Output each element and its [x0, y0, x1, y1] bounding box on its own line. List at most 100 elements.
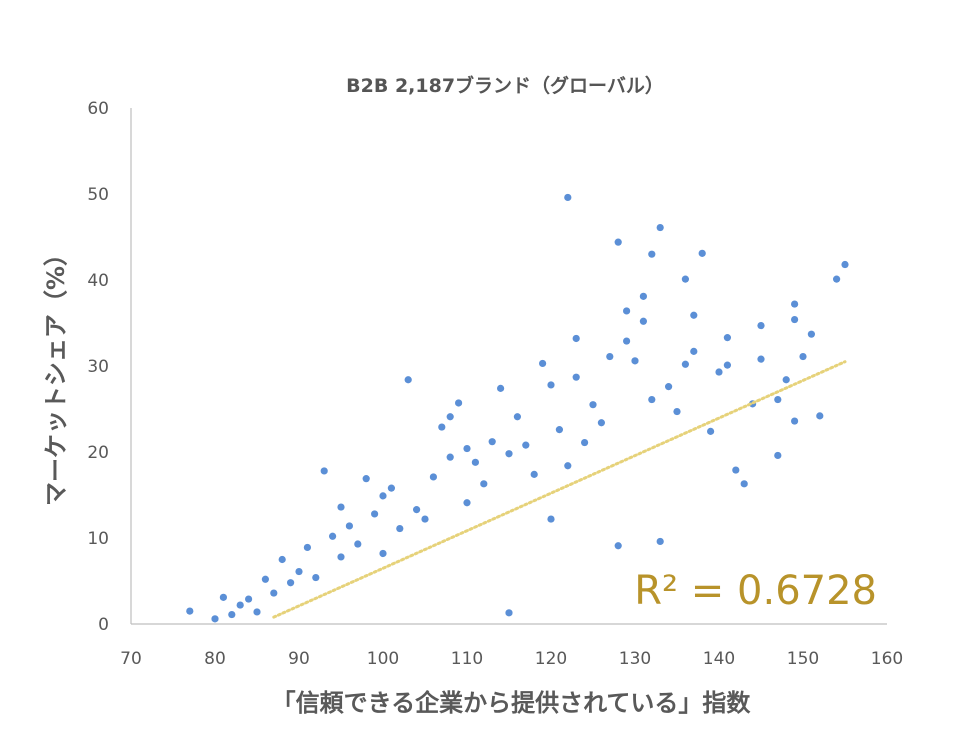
- data-point: [631, 357, 639, 365]
- data-point: [715, 368, 723, 376]
- data-point: [707, 427, 715, 435]
- data-point: [446, 453, 454, 461]
- data-point: [791, 417, 799, 425]
- data-point: [228, 610, 236, 619]
- data-point: [261, 575, 269, 583]
- data-point: [455, 399, 463, 407]
- data-point: [539, 359, 547, 368]
- data-point: [463, 499, 471, 507]
- data-point: [396, 524, 404, 533]
- data-point: [329, 532, 337, 540]
- x-tick-labels: 70 80 90 100 110 120 130 140 150 160: [120, 649, 903, 669]
- data-point: [723, 361, 732, 369]
- data-point: [463, 444, 471, 453]
- data-point: [320, 467, 328, 475]
- y-tick-label: 40: [87, 271, 109, 291]
- data-point: [404, 376, 412, 384]
- x-tick-label: 120: [535, 649, 567, 669]
- data-point: [757, 355, 765, 363]
- data-point: [219, 593, 227, 601]
- data-point: [681, 360, 690, 368]
- data-point: [471, 458, 479, 466]
- data-point: [421, 515, 429, 523]
- data-point: [623, 307, 631, 315]
- data-point: [337, 503, 345, 511]
- data-point: [698, 249, 706, 257]
- chart-title: B2B 2,187ブランド（グローバル）: [346, 74, 664, 97]
- data-point: [782, 376, 790, 384]
- data-point: [791, 300, 799, 308]
- data-point: [723, 334, 732, 342]
- x-tick-label: 160: [871, 649, 903, 669]
- data-point: [807, 330, 816, 338]
- data-point: [186, 607, 194, 615]
- data-point: [287, 579, 295, 587]
- data-point: [623, 337, 631, 345]
- data-point: [732, 466, 740, 474]
- x-tick-label: 130: [619, 649, 651, 669]
- data-point: [774, 451, 782, 460]
- data-point: [656, 537, 664, 546]
- data-point: [303, 543, 311, 552]
- x-tick-label: 80: [204, 649, 226, 669]
- data-point: [665, 383, 673, 391]
- y-tick-label: 60: [87, 99, 109, 119]
- data-point: [656, 223, 664, 232]
- data-point: [648, 395, 656, 404]
- y-tick-label: 50: [87, 185, 109, 205]
- data-point: [211, 615, 219, 623]
- data-point: [236, 601, 244, 609]
- data-point: [841, 260, 849, 269]
- data-point: [245, 595, 253, 603]
- data-point: [648, 250, 656, 258]
- x-tick-label: 70: [120, 649, 142, 669]
- data-point: [513, 413, 522, 421]
- data-point: [757, 321, 765, 330]
- r-squared-annotation: R² = 0.6728: [634, 568, 877, 614]
- data-point: [564, 462, 572, 470]
- data-point: [589, 401, 597, 409]
- data-point: [480, 480, 488, 488]
- data-point: [572, 373, 580, 381]
- data-point: [354, 540, 362, 548]
- x-tick-label: 110: [451, 649, 483, 669]
- data-point: [614, 238, 622, 246]
- x-tick-label: 150: [787, 649, 819, 669]
- data-point: [690, 347, 698, 355]
- data-point: [673, 407, 681, 416]
- data-point: [505, 609, 513, 617]
- data-point: [791, 315, 799, 324]
- data-point: [555, 426, 564, 434]
- data-point: [690, 311, 698, 319]
- data-point: [614, 542, 622, 550]
- data-point: [488, 438, 496, 446]
- data-points: [186, 193, 849, 623]
- y-tick-label: 30: [87, 357, 109, 377]
- y-tick-label: 0: [98, 615, 109, 635]
- data-point: [379, 549, 387, 558]
- y-tick-labels: 0 10 20 30 40 50 60: [87, 99, 109, 635]
- data-point: [774, 395, 782, 404]
- data-point: [497, 384, 505, 392]
- data-point: [564, 193, 572, 202]
- y-tick-label: 20: [87, 443, 109, 463]
- data-point: [337, 553, 345, 561]
- data-point: [362, 475, 370, 483]
- data-point: [278, 555, 286, 564]
- y-tick-label: 10: [87, 529, 109, 549]
- data-point: [572, 334, 580, 343]
- y-axis-title: マーケットシェア（%）: [42, 242, 70, 506]
- data-point: [606, 352, 614, 361]
- data-point: [522, 441, 530, 449]
- x-tick-label: 100: [367, 649, 399, 669]
- data-point: [345, 522, 353, 530]
- data-point: [270, 589, 278, 597]
- data-point: [379, 492, 387, 500]
- x-tick-label: 90: [288, 649, 310, 669]
- data-point: [740, 480, 748, 488]
- data-point: [371, 510, 379, 518]
- x-tick-label: 140: [703, 649, 735, 669]
- data-point: [253, 608, 261, 616]
- data-point: [387, 484, 395, 492]
